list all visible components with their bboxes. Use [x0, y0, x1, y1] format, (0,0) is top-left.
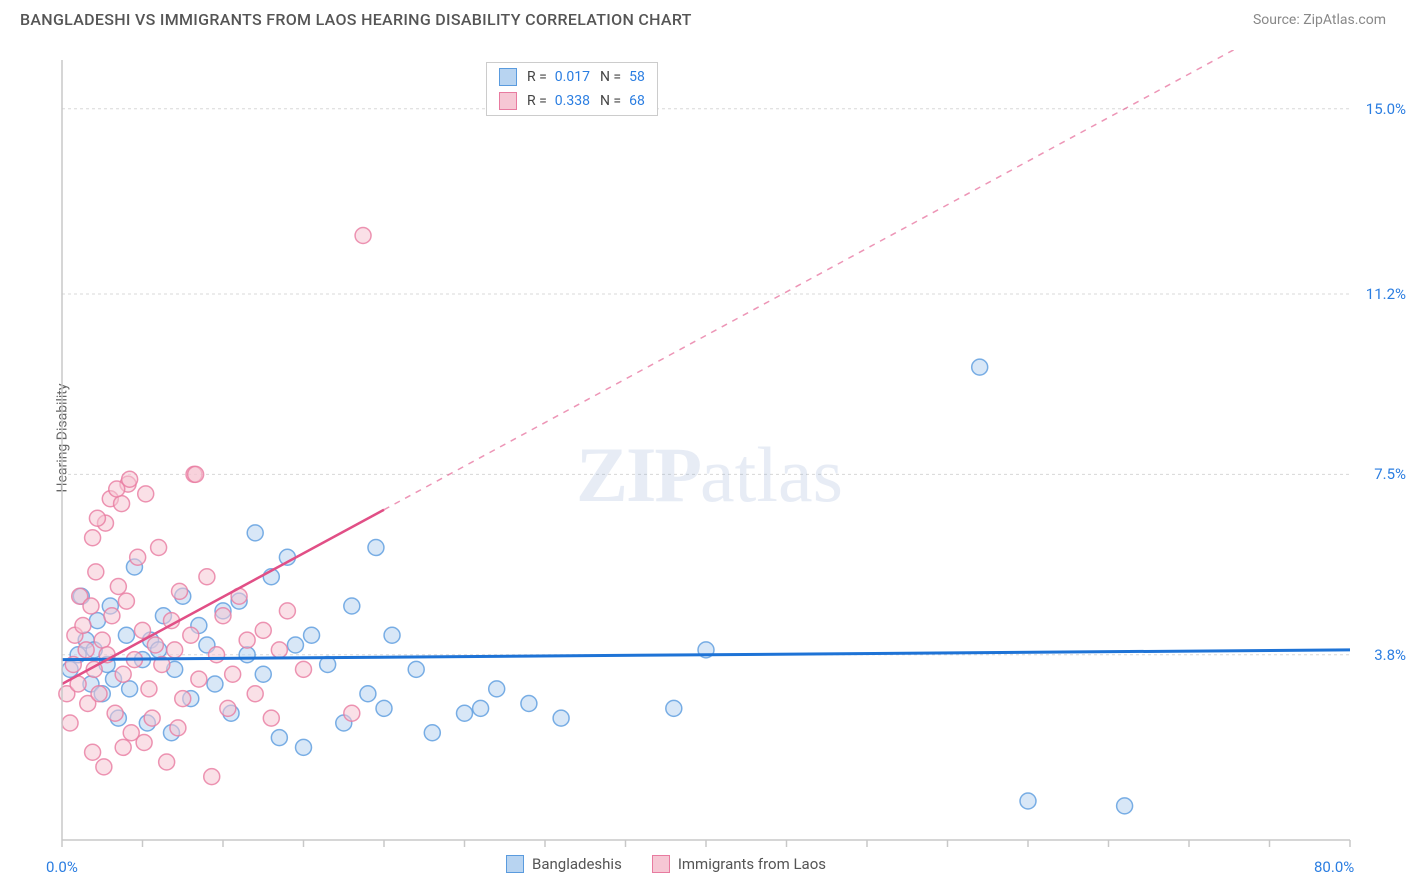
y-tick-label: 3.8% [1374, 646, 1406, 664]
legend-label: Bangladeshis [532, 855, 622, 873]
stat-r: R =0.338 [527, 93, 590, 109]
stats-row: R =0.338 N =68 [487, 89, 657, 113]
stat-r: R =0.017 [527, 69, 590, 85]
y-tick-label: 15.0% [1366, 100, 1406, 118]
y-tick-label: 7.5% [1374, 465, 1406, 483]
legend-swatch [506, 855, 524, 873]
x-min-label: 0.0% [46, 858, 78, 876]
series-legend: Bangladeshis Immigrants from Laos [506, 855, 826, 873]
stats-row: R =0.017 N =58 [487, 65, 657, 89]
legend-swatch [499, 92, 517, 110]
legend-label: Immigrants from Laos [678, 855, 826, 873]
chart-title: BANGLADESHI VS IMMIGRANTS FROM LAOS HEAR… [20, 10, 692, 29]
stat-n: N =68 [600, 93, 645, 109]
y-tick-label: 11.2% [1366, 285, 1406, 303]
scatter-plot [56, 50, 1356, 850]
stats-legend: R =0.017 N =58 R =0.338 N =68 [486, 62, 658, 116]
x-max-label: 80.0% [1314, 858, 1354, 876]
chart-source: Source: ZipAtlas.com [1253, 12, 1386, 28]
chart-header: BANGLADESHI VS IMMIGRANTS FROM LAOS HEAR… [0, 0, 1406, 35]
legend-item: Bangladeshis [506, 855, 622, 873]
stat-n: N =58 [600, 69, 645, 85]
chart-area: R =0.017 N =58 R =0.338 N =68 ZIPatlas 3… [56, 50, 1356, 850]
legend-swatch [652, 855, 670, 873]
legend-swatch [499, 68, 517, 86]
legend-item: Immigrants from Laos [652, 855, 826, 873]
